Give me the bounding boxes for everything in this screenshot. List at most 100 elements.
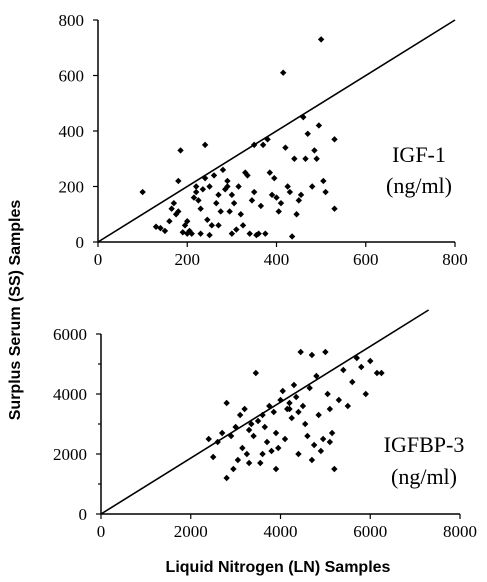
igf1-panel: 0 200 400 600 800 0 200 400 600 800 IGF-1 (ng/ml): [59, 11, 468, 269]
igf1-data-point: [246, 230, 253, 237]
igf1-data-point: [259, 141, 267, 149]
x-axis-title: Liquid Nitrogen (LN) Samples: [166, 559, 391, 576]
igfbp3-data-point: [277, 396, 284, 404]
igfbp3-data-point: [373, 369, 381, 377]
igfbp3-data-point: [223, 474, 230, 482]
igfbp3-data-point: [257, 459, 264, 467]
igfbp3-data-point: [308, 351, 316, 359]
igfbp3-data-point: [286, 399, 293, 407]
igfbp3-data-point: [326, 405, 334, 413]
igfbp3-data-point: [248, 420, 255, 428]
igf1-data-point: [206, 231, 213, 239]
igf1-data-point: [201, 174, 209, 182]
igf1-data-point: [235, 183, 242, 190]
igf1-y-tick-label: 200: [59, 178, 85, 197]
igf1-data-point: [166, 217, 173, 225]
igf1-x-tick-label: 400: [264, 250, 290, 269]
igf1-data-point: [228, 191, 236, 199]
igf1-data-point: [266, 169, 274, 176]
igf1-data-point: [226, 208, 233, 215]
igf1-data-point: [228, 230, 236, 237]
igfbp3-data-point: [319, 435, 327, 443]
igf1-data-point: [309, 183, 316, 190]
igf1-data-point: [248, 197, 256, 204]
igf1-data-point: [322, 188, 329, 196]
igfbp3-data-point: [243, 450, 251, 458]
igf1-data-point: [304, 130, 311, 137]
igfbp3-data-point: [252, 369, 260, 377]
igf1-data-point: [204, 216, 211, 223]
igf1-data-point: [197, 230, 204, 237]
igfbp3-data-point: [295, 450, 302, 458]
igf1-data-point: [250, 188, 258, 196]
igf1-y-tick-label: 0: [76, 233, 85, 252]
igfbp3-data-point: [290, 381, 298, 389]
igfbp3-data-point: [259, 411, 266, 419]
igfbp3-y-tick-label: 4000: [53, 385, 87, 404]
igfbp3-data-point: [367, 357, 374, 365]
igf1-x-tick-label: 800: [442, 250, 468, 269]
igfbp3-data-point: [353, 354, 360, 362]
igf1-data-point: [275, 208, 282, 215]
igfbp3-y-tick-label: 6000: [53, 325, 87, 344]
igf1-y-tick-label: 400: [59, 122, 85, 141]
igf1-points: [97, 19, 456, 243]
igf1-data-point: [315, 122, 323, 129]
igfbp3-data-point: [223, 399, 230, 407]
igfbp3-data-point: [286, 405, 293, 413]
igf1-x-tick-label: 200: [175, 250, 201, 269]
igf1-data-point: [206, 183, 213, 190]
igf1-data-point: [293, 211, 300, 218]
igf1-data-point: [237, 211, 244, 218]
igfbp3-data-point: [218, 429, 226, 437]
igfbp3-reference-line: [100, 309, 430, 515]
igf1-data-point: [224, 183, 231, 190]
igfbp3-data-point: [306, 384, 313, 392]
igfbp3-data-point: [322, 348, 329, 356]
igf1-data-point: [271, 174, 278, 182]
igf1-annotation-name: IGF-1: [392, 142, 446, 167]
igf1-data-point: [172, 211, 180, 218]
igfbp3-data-point: [250, 432, 257, 440]
igfbp3-data-point: [268, 447, 275, 455]
igfbp3-data-point: [313, 372, 320, 380]
igf1-data-point: [208, 222, 215, 229]
igfbp3-data-point: [326, 438, 334, 446]
igfbp3-data-point: [236, 411, 244, 419]
igf1-data-point: [317, 36, 325, 43]
igfbp3-data-point: [254, 417, 262, 425]
igf1-data-point: [331, 136, 338, 143]
igf1-x-tick-label: 600: [353, 250, 379, 269]
igf1-data-point: [170, 199, 178, 207]
igf1-y-tick-label: 600: [59, 67, 85, 86]
igf1-data-point: [250, 141, 258, 149]
igf1-data-point: [213, 199, 220, 207]
igfbp3-data-point: [279, 387, 286, 395]
igf1-data-point: [282, 144, 289, 151]
igfbp3-annotation-unit: (ng/ml): [391, 464, 457, 489]
igf1-data-point: [219, 166, 227, 174]
igfbp3-data-point: [275, 444, 282, 452]
igfbp3-data-point: [245, 459, 253, 467]
igf1-data-point: [199, 186, 207, 193]
igfbp3-data-point: [227, 432, 235, 440]
igfbp3-data-point: [317, 447, 325, 455]
igfbp3-annotation-name: IGFBP-3: [384, 432, 465, 457]
igfbp3-data-point: [272, 465, 280, 473]
igfbp3-points: [100, 309, 430, 515]
igf1-data-point: [197, 205, 204, 212]
igf1-data-point: [277, 199, 285, 207]
igf1-data-point: [297, 191, 305, 199]
igf1-data-point: [233, 226, 240, 233]
igf1-data-point: [286, 188, 294, 196]
igf1-data-point: [244, 172, 251, 179]
igfbp3-data-point: [293, 393, 300, 401]
igfbp3-data-point: [301, 420, 309, 428]
igf1-data-point: [192, 183, 200, 190]
y-axis-title: Surplus Serum (SS) Samples: [7, 200, 24, 421]
igf1-data-point: [311, 147, 318, 154]
igfbp3-data-point: [335, 396, 343, 404]
igf1-data-point: [302, 155, 309, 162]
igfbp3-data-point: [324, 390, 331, 398]
